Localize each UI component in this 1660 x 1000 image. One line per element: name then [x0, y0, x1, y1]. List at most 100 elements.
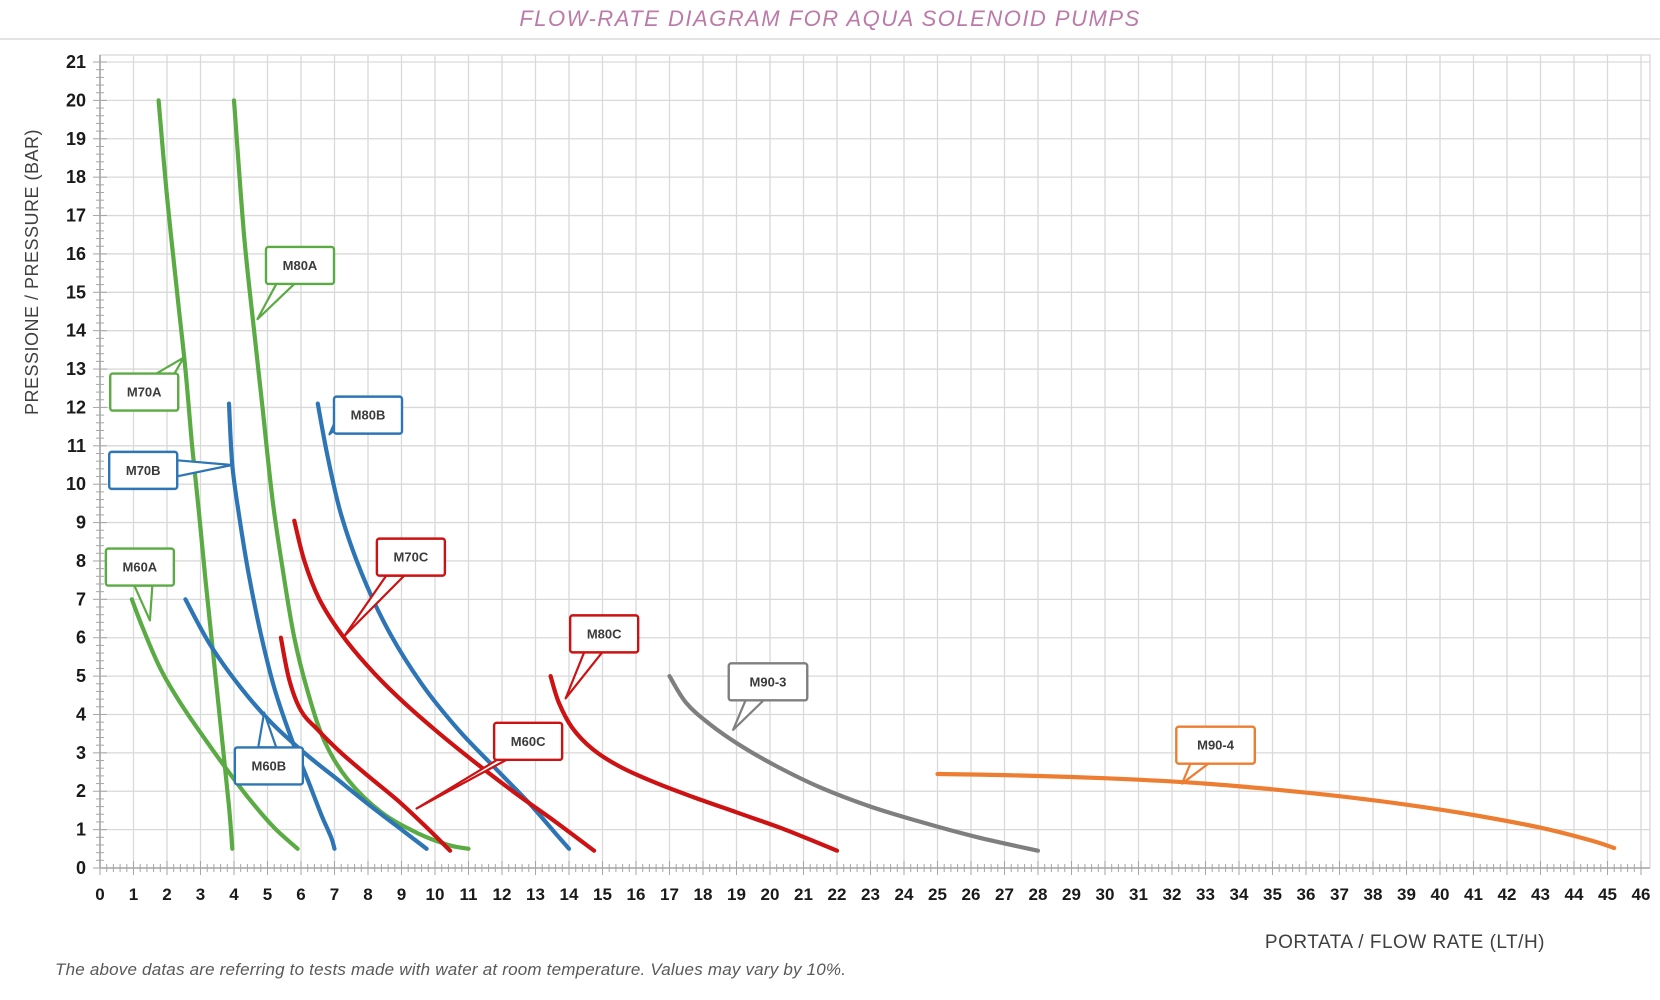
callout-M70B: M70B [108, 450, 234, 491]
curve-M80A [231, 98, 471, 851]
x-tick-label: 14 [560, 885, 579, 904]
callout-box [332, 395, 404, 435]
y-tick-label: 2 [76, 781, 86, 801]
y-tick-label: 21 [66, 52, 86, 72]
callout-label: M70C [394, 550, 429, 565]
y-tick-label: 12 [66, 397, 86, 417]
callout-box [108, 450, 179, 491]
callout-tail [256, 282, 296, 321]
x-tick-label: 39 [1397, 885, 1416, 904]
x-tick-label: 33 [1196, 885, 1215, 904]
callout-label: M90-4 [1197, 738, 1235, 753]
x-tick-label: 11 [460, 885, 478, 904]
x-tick-label: 5 [263, 885, 272, 904]
callout-tail [564, 651, 604, 700]
callout-M80A: M80A [256, 245, 336, 321]
callout-M70A: M70A [109, 356, 185, 412]
x-tick-label: 20 [761, 885, 780, 904]
callout-label: M60A [123, 560, 158, 575]
x-tick-label: 1 [129, 885, 138, 904]
y-tick-label: 1 [76, 820, 86, 840]
x-tick-label: 36 [1297, 885, 1316, 904]
callout-tail [1180, 762, 1210, 785]
x-tick-label: 3 [196, 885, 205, 904]
x-tick-label: 31 [1129, 885, 1148, 904]
x-tick-label: 19 [727, 885, 746, 904]
x-tick-label: 15 [593, 885, 612, 904]
x-tick-label: 32 [1163, 885, 1182, 904]
curve-M90-4 [935, 771, 1617, 851]
x-tick-label: 23 [861, 885, 880, 904]
y-tick-label: 11 [67, 436, 86, 456]
x-tick-label: 25 [928, 885, 947, 904]
y-tick-label: 3 [76, 743, 86, 763]
x-tick-label: 7 [330, 885, 339, 904]
curve-M80B [315, 401, 572, 851]
x-tick-label: 0 [95, 885, 104, 904]
callout-M60A: M60A [104, 547, 176, 622]
callout-box [727, 662, 809, 702]
callout-box [1175, 725, 1257, 765]
callout-box [492, 721, 564, 762]
x-tick-label: 44 [1565, 885, 1584, 904]
callout-box [233, 746, 305, 786]
y-tick-label: 8 [76, 551, 86, 571]
x-tick-label: 12 [493, 885, 512, 904]
x-tick-label: 10 [426, 885, 445, 904]
callout-label: M60C [511, 734, 546, 749]
x-tick-label: 9 [397, 885, 406, 904]
x-tick-label: 6 [296, 885, 305, 904]
curve-M60C [278, 635, 453, 853]
x-tick-label: 45 [1598, 885, 1617, 904]
y-tick-label: 16 [66, 244, 86, 264]
callout-M60B: M60B [233, 711, 305, 786]
y-tick-label: 17 [66, 206, 86, 226]
callout-label: M90-3 [750, 674, 787, 689]
x-tick-label: 18 [694, 885, 713, 904]
curve-M60B [183, 597, 429, 851]
x-tick-label: 21 [794, 885, 813, 904]
x-tick-label: 16 [627, 885, 646, 904]
x-tick-label: 8 [363, 885, 372, 904]
x-tick-label: 38 [1364, 885, 1383, 904]
x-tick-label: 43 [1531, 885, 1550, 904]
callout-box [568, 614, 640, 654]
x-tick-label: 27 [995, 885, 1014, 904]
y-tick-label: 15 [66, 282, 86, 302]
x-axis-title: PORTATA / FLOW RATE (LT/H) [1265, 932, 1545, 953]
callout-M90-4: M90-4 [1175, 725, 1257, 785]
x-tick-label: 4 [229, 885, 239, 904]
callout-tail [176, 459, 234, 478]
y-tick-label: 10 [66, 474, 86, 494]
footnote-text: The above datas are referring to tests m… [55, 960, 847, 979]
curve-M90-3 [667, 674, 1041, 853]
y-axis-title: PRESSIONE / PRESSURE (BAR) [22, 129, 42, 415]
x-tick-label: 46 [1632, 885, 1651, 904]
callout-M80C: M80C [564, 614, 640, 700]
y-tick-label: 9 [76, 513, 86, 533]
y-tick-label: 20 [66, 90, 86, 110]
x-tick-label: 26 [962, 885, 981, 904]
callout-M90-3: M90-3 [727, 662, 809, 731]
curve-M60A [129, 597, 300, 851]
curve-M80C [548, 674, 840, 853]
x-tick-label: 29 [1062, 885, 1081, 904]
y-tick-label: 18 [66, 167, 86, 187]
callout-tail [343, 574, 406, 637]
x-tick-label: 35 [1263, 885, 1282, 904]
callout-tail [155, 356, 185, 375]
x-tick-label: 42 [1498, 885, 1517, 904]
y-tick-label: 7 [76, 589, 86, 609]
callout-M70C: M70C [343, 537, 447, 637]
callout-box [109, 372, 180, 412]
callout-M80B: M80B [328, 395, 404, 436]
curves [129, 98, 1617, 853]
x-tick-label: 22 [828, 885, 847, 904]
curve-callout-labels: M60A M70A M80A M60B M70B M80B M60C M70C M80C M90-… [104, 245, 1257, 810]
chart-title: FLOW-RATE DIAGRAM FOR AQUA SOLENOID PUMP… [519, 6, 1141, 31]
callout-box [264, 245, 336, 286]
x-tick-label: 40 [1431, 885, 1450, 904]
callout-label: M80B [351, 408, 386, 423]
